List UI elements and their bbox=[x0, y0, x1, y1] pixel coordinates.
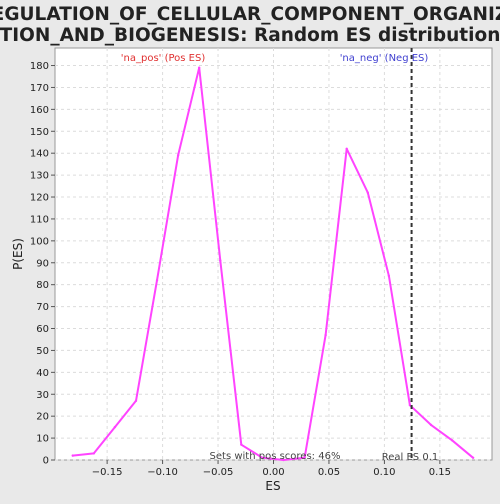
es-data-point bbox=[71, 454, 74, 457]
axes: 0 10 20 30 40 50 60 70 80 90 100 110 120 130 140 150 160… bbox=[30, 61, 451, 478]
y-tick-label: 110 bbox=[30, 214, 49, 225]
x-tick-label: −0.10 bbox=[147, 467, 178, 478]
neg-es-label: 'na_neg' (Neg ES) bbox=[340, 53, 429, 64]
pos-es-label: 'na_pos' (Pos ES) bbox=[121, 53, 206, 64]
y-tick-label: 120 bbox=[30, 193, 49, 204]
es-data-point bbox=[155, 279, 159, 282]
es-data-point bbox=[113, 425, 117, 429]
y-tick-label: 150 bbox=[30, 127, 49, 138]
es-data-point bbox=[450, 439, 454, 442]
es-data-point bbox=[219, 259, 222, 262]
x-tick-label: 0.00 bbox=[262, 467, 284, 478]
y-tick-label: 30 bbox=[36, 390, 49, 401]
x-axis-label: ES bbox=[265, 479, 280, 493]
es-data-point bbox=[261, 456, 264, 460]
chart-title-line1: REGULATION_OF_CELLULAR_COMPONENT_ORGANIZ… bbox=[0, 4, 500, 25]
y-tick-label: 130 bbox=[30, 171, 49, 182]
y-tick-label: 0 bbox=[43, 456, 49, 467]
chart-title-line2: TION_AND_BIOGENESIS: Random ES distribut… bbox=[0, 25, 500, 46]
es-data-point bbox=[471, 456, 475, 460]
es-data-point bbox=[387, 274, 391, 278]
x-tick-label: 0.15 bbox=[429, 467, 451, 478]
x-tick-label: −0.15 bbox=[92, 467, 123, 478]
es-data-point bbox=[282, 458, 285, 462]
es-data-point bbox=[197, 66, 201, 69]
x-tick-label: 0.05 bbox=[318, 467, 340, 478]
es-data-point bbox=[429, 423, 433, 427]
y-tick-label: 80 bbox=[36, 280, 49, 291]
y-tick-label: 20 bbox=[36, 412, 49, 423]
y-tick-label: 10 bbox=[36, 434, 49, 445]
y-tick-label: 170 bbox=[30, 83, 49, 94]
x-tick-label: −0.05 bbox=[203, 467, 234, 478]
y-tick-label: 100 bbox=[30, 236, 49, 247]
y-tick-label: 180 bbox=[30, 61, 49, 72]
grid bbox=[55, 48, 492, 461]
y-tick-label: 70 bbox=[36, 302, 49, 313]
es-data-point bbox=[366, 191, 369, 194]
x-tick-label: 0.10 bbox=[373, 467, 395, 478]
y-tick-label: 140 bbox=[30, 149, 49, 160]
y-tick-label: 40 bbox=[36, 368, 49, 379]
y-tick-label: 90 bbox=[36, 258, 49, 269]
es-data-point bbox=[324, 333, 327, 337]
es-data-point bbox=[134, 399, 138, 403]
es-data-point bbox=[345, 147, 348, 151]
y-tick-label: 160 bbox=[30, 105, 49, 116]
sets-pos-scores-text: Sets with pos scores: 46% bbox=[210, 451, 341, 462]
es-distribution-line bbox=[72, 66, 474, 461]
real-es-label: Real ES 0.1 bbox=[382, 452, 438, 463]
es-data-point bbox=[176, 154, 180, 157]
es-data-point bbox=[303, 456, 306, 460]
es-data-point bbox=[240, 443, 243, 446]
y-tick-label: 50 bbox=[36, 346, 49, 357]
y-axis-label: P(ES) bbox=[11, 238, 25, 270]
chart-marks bbox=[71, 48, 475, 462]
es-data-point bbox=[408, 404, 412, 407]
y-tick-label: 60 bbox=[36, 324, 49, 335]
es-data-point bbox=[92, 452, 96, 455]
